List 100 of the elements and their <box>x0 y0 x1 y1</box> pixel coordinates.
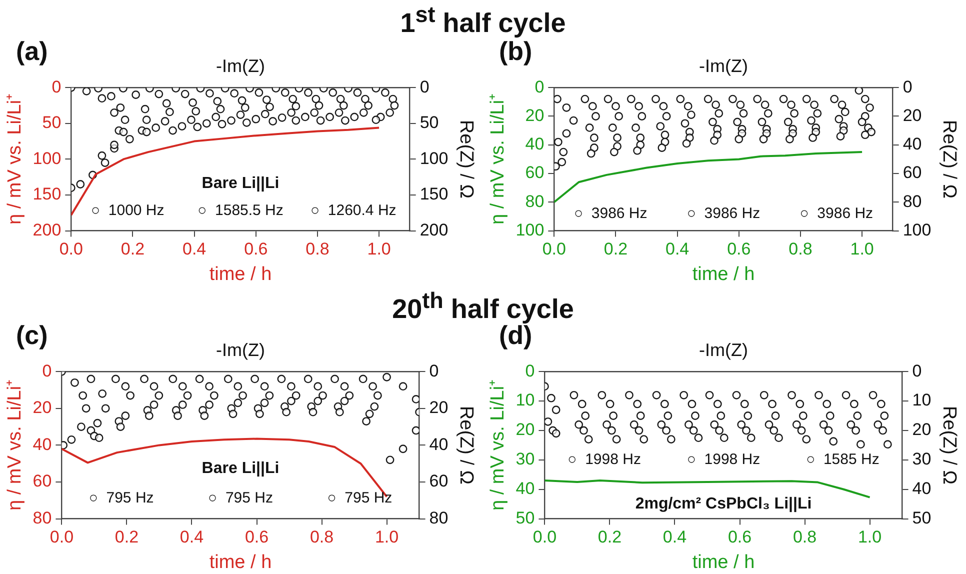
x2-axis-title: -Im(Z) <box>699 56 748 76</box>
y-axis-title: η / mV vs. Li/Li⁺ <box>488 94 509 225</box>
y-tick-label: 80 <box>525 192 544 211</box>
y-tick-label: 150 <box>32 184 62 204</box>
annotation: ○ 3986 Hz <box>800 204 874 222</box>
y2-tick-label: 0 <box>912 361 922 380</box>
y2-tick-label: 200 <box>420 220 448 240</box>
x-axis-title: time / h <box>692 552 755 573</box>
y2-tick-label: 0 <box>420 77 430 96</box>
y-axis-title: η / mV vs. Li/Li⁺ <box>4 380 26 511</box>
y-axis-title: η / mV vs. Li/Li⁺ <box>488 380 509 511</box>
annotation: ○ 1260.4 Hz <box>310 202 396 219</box>
y-tick-label: 100 <box>516 220 544 240</box>
y-tick-label: 60 <box>32 472 52 491</box>
annotation: Bare Li||Li <box>202 174 280 192</box>
annotation: ○ 795 Hz <box>208 489 273 506</box>
y-tick-label: 20 <box>525 106 544 125</box>
y-tick-label: 50 <box>516 508 535 528</box>
annotation: ○ 1585.5 Hz <box>198 202 284 219</box>
annotation: 2mg/cm² CsPbCl₃ Li||Li <box>635 495 812 512</box>
y2-tick-label: 60 <box>902 163 922 182</box>
annotation: ○ 795 Hz <box>327 489 392 506</box>
y-tick-label: 0 <box>525 361 535 380</box>
y2-tick-label: 40 <box>429 434 448 454</box>
y2-tick-label: 60 <box>429 472 448 491</box>
x2-axis-title: -Im(Z) <box>216 340 265 360</box>
x2-axis-title: -Im(Z) <box>699 340 748 360</box>
x-tick-label: 1.0 <box>367 240 391 259</box>
x-tick-label: 0.6 <box>244 240 268 259</box>
y-tick-label: 40 <box>516 479 535 498</box>
y-tick-label: 40 <box>525 134 544 154</box>
y-tick-label: 80 <box>32 508 52 528</box>
x-tick-label: 0.8 <box>306 240 330 259</box>
x-tick-label: 0.2 <box>114 528 139 547</box>
y2-tick-label: 50 <box>912 508 932 528</box>
y2-tick-label: 30 <box>912 450 932 469</box>
y-tick-label: 40 <box>32 434 52 454</box>
y2-tick-label: 80 <box>902 192 922 211</box>
y2-tick-label: 150 <box>420 184 448 204</box>
annotation: ○ 795 Hz <box>88 489 154 506</box>
y2-tick-label: 0 <box>429 361 439 380</box>
annotation: Bare Li||Li <box>202 460 280 478</box>
y2-axis-title: Re(Z) / Ω <box>938 406 960 484</box>
x-tick-label: 0.8 <box>792 528 817 547</box>
y-axis-title: η / mV vs. Li/Li⁺ <box>4 94 26 225</box>
y2-tick-label: 20 <box>902 106 922 125</box>
x-tick-label: 0.0 <box>532 528 557 547</box>
annotation: ○ 1000 Hz <box>90 202 164 219</box>
y2-tick-label: 20 <box>429 398 448 418</box>
y-tick-label: 0 <box>534 77 544 96</box>
y2-axis-title: Re(Z) / Ω <box>455 406 476 484</box>
x-tick-label: 1.0 <box>850 240 874 259</box>
y2-tick-label: 80 <box>429 508 448 528</box>
y-tick-label: 50 <box>42 113 62 132</box>
y2-tick-label: 100 <box>902 220 932 240</box>
y-tick-label: 30 <box>516 450 535 469</box>
text: 1$^{st}$ half cycle <box>400 2 566 38</box>
x2-axis-title: -Im(Z) <box>216 56 265 76</box>
x-tick-label: 0.0 <box>59 240 83 259</box>
y-tick-label: 10 <box>516 390 535 410</box>
y2-tick-label: 100 <box>420 148 448 168</box>
x-tick-label: 0.0 <box>542 240 566 259</box>
x-tick-label: 0.6 <box>728 528 752 547</box>
x-tick-label: 0.4 <box>665 240 690 259</box>
annotation: ○ 3986 Hz <box>686 204 760 222</box>
y-tick-label: 0 <box>52 77 62 96</box>
y2-tick-label: 20 <box>912 420 932 440</box>
y2-tick-label: 40 <box>912 479 932 498</box>
x-tick-label: 0.6 <box>244 528 269 547</box>
y2-axis-title: Re(Z) / Ω <box>938 120 960 198</box>
text: (c) <box>16 320 48 350</box>
x-tick-label: 0.6 <box>727 240 751 259</box>
y2-tick-label: 40 <box>902 134 922 154</box>
y-tick-label: 0 <box>42 361 52 380</box>
x-tick-label: 0.4 <box>180 528 204 547</box>
x-tick-label: 0.0 <box>50 528 74 547</box>
y-tick-label: 20 <box>516 420 535 440</box>
x-tick-label: 0.8 <box>310 528 334 547</box>
y2-tick-label: 10 <box>912 390 932 410</box>
x-tick-label: 1.0 <box>858 528 882 547</box>
y-tick-label: 200 <box>32 220 62 240</box>
x-axis-title: time / h <box>209 552 272 573</box>
x-tick-label: 0.2 <box>120 240 145 259</box>
y2-axis-title: Re(Z) / Ω <box>455 120 476 198</box>
y-tick-label: 20 <box>32 398 52 418</box>
y2-tick-label: 0 <box>902 77 912 96</box>
x-tick-label: 0.8 <box>788 240 812 259</box>
annotation: ○ 1585 Hz <box>806 451 880 468</box>
annotation: ○ 1998 Hz <box>568 451 641 468</box>
text: (a) <box>16 36 48 66</box>
annotation: ○ 3986 Hz <box>574 204 648 222</box>
annotation: ○ 1998 Hz <box>686 451 760 468</box>
y2-tick-label: 50 <box>420 113 439 132</box>
x-tick-label: 0.4 <box>662 528 687 547</box>
x-tick-label: 0.4 <box>182 240 206 259</box>
x-tick-label: 1.0 <box>374 528 399 547</box>
x-axis-title: time / h <box>209 264 272 285</box>
x-tick-label: 0.2 <box>604 240 628 259</box>
x-tick-label: 0.2 <box>598 528 622 547</box>
y-tick-label: 60 <box>525 163 544 182</box>
